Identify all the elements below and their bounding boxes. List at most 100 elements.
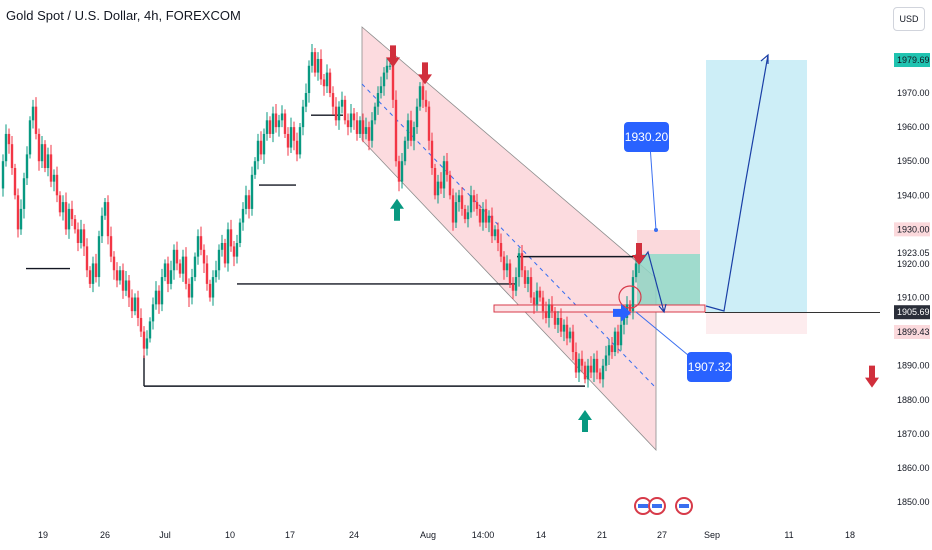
candle	[340, 99, 344, 107]
y-tick-label: 1950.00	[897, 156, 930, 166]
candle	[313, 52, 317, 73]
candle	[538, 290, 542, 298]
candle	[391, 65, 395, 100]
candle	[67, 208, 71, 230]
candle	[103, 202, 107, 216]
candle	[364, 127, 368, 134]
candle	[13, 168, 17, 196]
candle	[112, 256, 116, 271]
candle	[415, 106, 419, 128]
candle	[55, 174, 59, 196]
candle	[265, 120, 269, 134]
y-tick-label: 1870.00	[897, 429, 930, 439]
candle	[133, 297, 137, 312]
price-tag	[894, 257, 930, 271]
y-tick-label: 1910.00	[897, 293, 930, 303]
candle	[46, 154, 50, 169]
stop-zone	[637, 230, 700, 254]
candle	[106, 202, 110, 237]
candle	[562, 324, 566, 332]
candle	[412, 127, 416, 141]
candle	[511, 283, 515, 291]
breakout-circle	[618, 285, 642, 309]
y-tick-label: 1850.00	[897, 497, 930, 507]
candle	[343, 99, 347, 121]
x-tick-label: 14:00	[472, 530, 495, 540]
candle	[598, 372, 602, 380]
candle	[337, 106, 341, 121]
y-tick-label: 1860.00	[897, 463, 930, 473]
projection-arrowhead	[760, 53, 769, 64]
x-tick-label: 26	[100, 530, 110, 540]
candle	[178, 263, 182, 274]
callout-lower[interactable]: 1907.32	[687, 352, 732, 382]
candle	[226, 229, 230, 264]
down-arrow-icon	[632, 242, 646, 265]
candle	[616, 331, 620, 346]
candle	[79, 229, 83, 243]
candle	[358, 120, 362, 134]
candle	[532, 297, 536, 305]
profit-zone	[637, 254, 700, 308]
candle	[370, 120, 374, 141]
candle	[304, 93, 308, 107]
callout-anchor-upper	[654, 228, 658, 232]
x-tick-label: 10	[225, 530, 235, 540]
candle	[100, 215, 104, 237]
candle	[76, 229, 80, 243]
candle	[58, 195, 62, 213]
candle	[448, 174, 452, 196]
candle	[94, 263, 98, 278]
candle	[268, 120, 272, 134]
candle	[424, 99, 428, 107]
candle	[235, 242, 239, 257]
candle	[577, 358, 581, 373]
candle	[253, 161, 257, 175]
candle	[82, 229, 86, 247]
candle	[205, 263, 209, 284]
candle	[190, 277, 194, 298]
currency-button[interactable]: USD	[893, 7, 925, 31]
x-tick-label: 18	[845, 530, 855, 540]
candle	[214, 270, 218, 278]
callout-upper[interactable]: 1930.20	[624, 122, 669, 152]
candle	[70, 208, 74, 220]
candle	[454, 202, 458, 223]
candle	[196, 236, 200, 257]
candle	[175, 249, 179, 264]
candle	[43, 144, 47, 169]
candle	[136, 297, 140, 318]
candle	[457, 195, 461, 203]
candle	[499, 242, 503, 257]
candle	[328, 72, 332, 94]
time-axis[interactable]: 19 26 Jul 10 17 24 Aug 14:00 14 21 27 Sep 11 18	[38, 530, 855, 540]
candle	[421, 86, 425, 100]
x-tick-label: Aug	[420, 530, 436, 540]
candle	[556, 317, 560, 325]
candle	[352, 113, 356, 121]
y-tick-label: 1890.00	[897, 361, 930, 371]
down-arrow-icon	[418, 62, 432, 85]
price-tag-label: 1899.43	[897, 327, 930, 337]
candle	[346, 120, 350, 128]
projection-path	[705, 54, 769, 312]
candle	[208, 283, 212, 298]
candle	[187, 283, 191, 298]
price-tag	[894, 325, 930, 339]
candle	[157, 290, 161, 305]
candle	[316, 58, 320, 73]
candle	[367, 127, 371, 141]
up-arrow-icon	[578, 409, 592, 432]
up-arrow-icon	[390, 198, 404, 221]
candle	[19, 208, 23, 230]
economic-event-icons[interactable]	[634, 497, 693, 515]
candle	[607, 345, 611, 356]
candle	[592, 358, 596, 373]
price-axis[interactable]: 1850.001860.001870.001880.001890.001900.…	[897, 88, 930, 507]
candle	[295, 140, 299, 155]
candle	[160, 277, 164, 305]
chart-title: Gold Spot / U.S. Dollar, 4h, FOREXCOM	[6, 8, 241, 23]
candle	[475, 202, 479, 209]
candle	[10, 144, 14, 169]
